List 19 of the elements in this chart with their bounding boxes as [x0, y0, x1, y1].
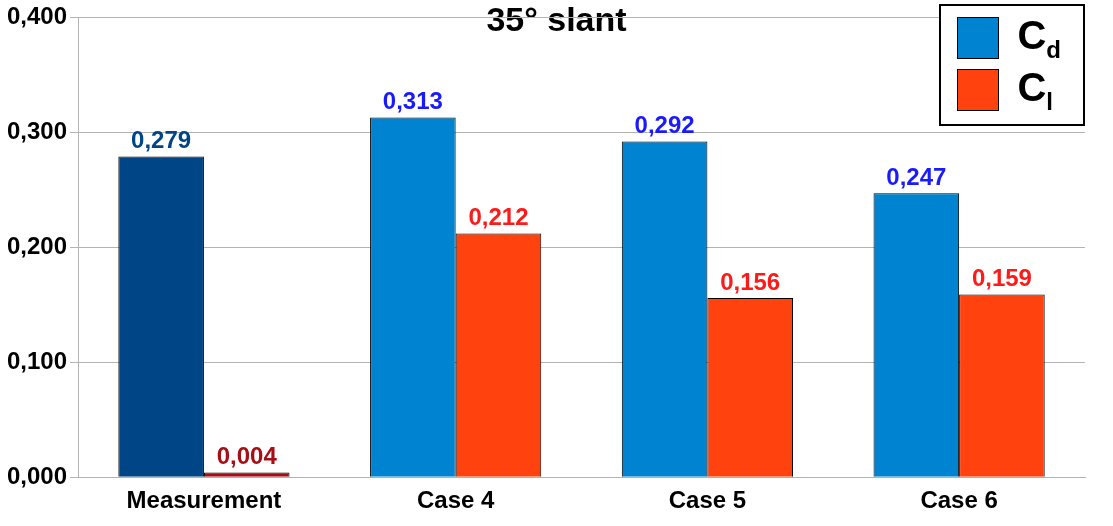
data-label: 0,004 [216, 442, 278, 470]
x-tick-label: Measurement [126, 486, 282, 514]
x-tick-label: Case 4 [416, 486, 496, 514]
data-label: 0,156 [720, 267, 781, 295]
data-label: 0,212 [468, 203, 529, 231]
x-tick-label: Case 5 [668, 486, 747, 514]
data-label: 0,279 [131, 126, 192, 154]
data-label: 0,292 [634, 111, 695, 139]
data-label: 0,313 [382, 87, 443, 115]
data-label: 0,159 [971, 264, 1032, 292]
y-tick-label: 0,000 [7, 461, 68, 489]
y-tick-label: 0,400 [7, 2, 68, 30]
data-label: 0,247 [886, 162, 947, 190]
y-tick-label: 0,200 [7, 231, 68, 259]
legend-label: C$_{d}$ [1017, 12, 1061, 64]
y-tick-label: 0,300 [7, 116, 68, 144]
y-tick-label: 0,100 [7, 346, 68, 374]
legend-label: C$_{l}$ [1017, 64, 1053, 116]
x-tick-label: Case 6 [920, 486, 998, 514]
